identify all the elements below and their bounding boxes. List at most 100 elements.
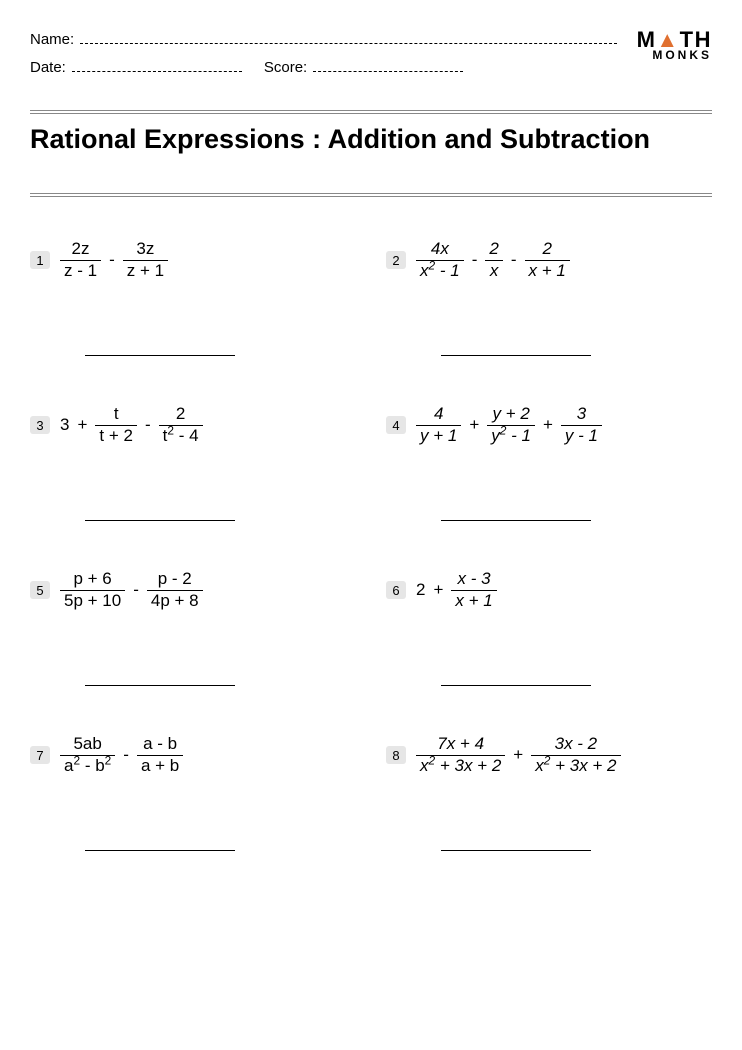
operator: -: [107, 250, 117, 270]
problem-row: 7 5ab a2 - b2-a - b a + b: [30, 732, 356, 778]
denominator: a2 - b2: [60, 757, 115, 776]
fraction: 2 t2 - 4: [159, 405, 203, 445]
denominator: x + 1: [525, 262, 570, 281]
problem-4: 4 4 y + 1 + y + 2 y2 - 1 +3 y - 1: [386, 402, 712, 521]
expression: 7x + 4 x2 + 3x + 2 +3x - 2 x2 + 3x + 2: [416, 735, 621, 775]
numerator: 3x - 2: [551, 735, 602, 754]
operator: +: [541, 415, 555, 435]
problem-row: 33+tt + 2-2t2 - 4: [30, 402, 356, 448]
fraction: 2z z - 1: [60, 240, 101, 280]
fraction: x - 3 x + 1: [451, 570, 496, 610]
operator: -: [509, 250, 519, 270]
numerator: y + 2: [488, 405, 533, 424]
operator: -: [121, 745, 131, 765]
problem-7: 7 5ab a2 - b2-a - b a + b: [30, 732, 356, 851]
denominator: y - 1: [561, 427, 602, 446]
operator: +: [431, 580, 445, 600]
denominator: 5p + 10: [60, 592, 125, 611]
answer-blank[interactable]: [441, 685, 591, 686]
numerator: 2: [172, 405, 189, 424]
numerator: p + 6: [69, 570, 115, 589]
problem-row: 8 7x + 4 x2 + 3x + 2 +3x - 2 x2 + 3x + 2: [386, 732, 712, 778]
problem-8: 8 7x + 4 x2 + 3x + 2 +3x - 2 x2 + 3x + 2: [386, 732, 712, 851]
numerator: 3: [573, 405, 590, 424]
numerator: 4: [430, 405, 447, 424]
answer-blank[interactable]: [85, 850, 235, 851]
expression: 2 + x - 3 x + 1: [416, 570, 497, 610]
denominator: a + b: [137, 757, 183, 776]
fraction: 4 y + 1: [416, 405, 461, 445]
answer-blank[interactable]: [85, 520, 235, 521]
numerator: x - 3: [454, 570, 495, 589]
operator: -: [470, 250, 480, 270]
fraction: 2x: [485, 240, 502, 280]
problems-grid: 12zz - 1-3zz + 124xx2 - 1-2x-2x + 133+tt…: [30, 237, 712, 851]
denominator: x2 + 3x + 2: [416, 757, 505, 776]
operator: +: [75, 415, 89, 435]
name-blank[interactable]: [80, 30, 616, 44]
answer-blank[interactable]: [441, 520, 591, 521]
expression: 2z z - 1-3zz + 1: [60, 240, 168, 280]
expression: 3+tt + 2-2t2 - 4: [60, 405, 203, 445]
fraction: p - 24p + 8: [147, 570, 203, 610]
fraction: 3zz + 1: [123, 240, 168, 280]
fraction: a - b a + b: [137, 735, 183, 775]
denominator: t2 - 4: [159, 427, 203, 446]
date-label: Date:: [30, 59, 66, 76]
operator: +: [467, 415, 481, 435]
numerator: 2z: [68, 240, 94, 259]
fraction: p + 6 5p + 10: [60, 570, 125, 610]
denominator: x2 - 1: [416, 262, 464, 281]
denominator: y2 - 1: [487, 427, 535, 446]
brand-logo: M▲TH MONKS: [637, 30, 712, 61]
numerator: 5ab: [69, 735, 105, 754]
problem-row: 4 4 y + 1 + y + 2 y2 - 1 +3 y - 1: [386, 402, 712, 448]
problem-2: 24xx2 - 1-2x-2x + 1: [386, 237, 712, 356]
fraction: 3 y - 1: [561, 405, 602, 445]
name-label: Name:: [30, 31, 74, 48]
denominator: z - 1: [60, 262, 101, 281]
name-field: Name:: [30, 30, 617, 48]
date-blank[interactable]: [72, 58, 242, 72]
problem-number: 4: [386, 416, 406, 434]
denominator: x: [486, 262, 503, 281]
problem-6: 62+x - 3x + 1: [386, 567, 712, 686]
denominator: y + 1: [416, 427, 461, 446]
numerator: 2: [485, 240, 502, 259]
problem-number: 7: [30, 746, 50, 764]
worksheet-header: Name: Date: Score: M▲TH MONKS: [30, 30, 712, 82]
problem-row: 24xx2 - 1-2x-2x + 1: [386, 237, 712, 283]
answer-blank[interactable]: [85, 355, 235, 356]
problem-number: 8: [386, 746, 406, 764]
problem-row: 62+x - 3x + 1: [386, 567, 712, 613]
fraction: 2x + 1: [525, 240, 570, 280]
numerator: t: [110, 405, 123, 424]
problem-3: 33+tt + 2-2t2 - 4: [30, 402, 356, 521]
expression: 4xx2 - 1-2x-2x + 1: [416, 240, 570, 280]
score-blank[interactable]: [313, 58, 463, 72]
denominator: t + 2: [95, 427, 137, 446]
literal: 3: [60, 415, 69, 435]
answer-blank[interactable]: [441, 850, 591, 851]
page-title: Rational Expressions : Addition and Subt…: [30, 114, 712, 165]
numerator: 4x: [427, 240, 453, 259]
expression: 4 y + 1 + y + 2 y2 - 1 +3 y - 1: [416, 405, 602, 445]
operator: +: [511, 745, 525, 765]
numerator: 7x + 4: [433, 735, 488, 754]
problem-row: 5p + 65p + 10-p - 24p + 8: [30, 567, 356, 613]
denominator: 4p + 8: [147, 592, 203, 611]
answer-blank[interactable]: [85, 685, 235, 686]
denominator: x2 + 3x + 2: [531, 757, 620, 776]
fraction: 3x - 2 x2 + 3x + 2: [531, 735, 620, 775]
denominator: x + 1: [451, 592, 496, 611]
literal: 2: [416, 580, 425, 600]
divider-bottom: [30, 193, 712, 197]
denominator: z + 1: [123, 262, 168, 281]
problem-number: 1: [30, 251, 50, 269]
problem-number: 2: [386, 251, 406, 269]
numerator: a - b: [139, 735, 181, 754]
operator: -: [131, 580, 141, 600]
score-field: Score:: [264, 58, 617, 76]
answer-blank[interactable]: [441, 355, 591, 356]
expression: p + 6 5p + 10-p - 24p + 8: [60, 570, 203, 610]
